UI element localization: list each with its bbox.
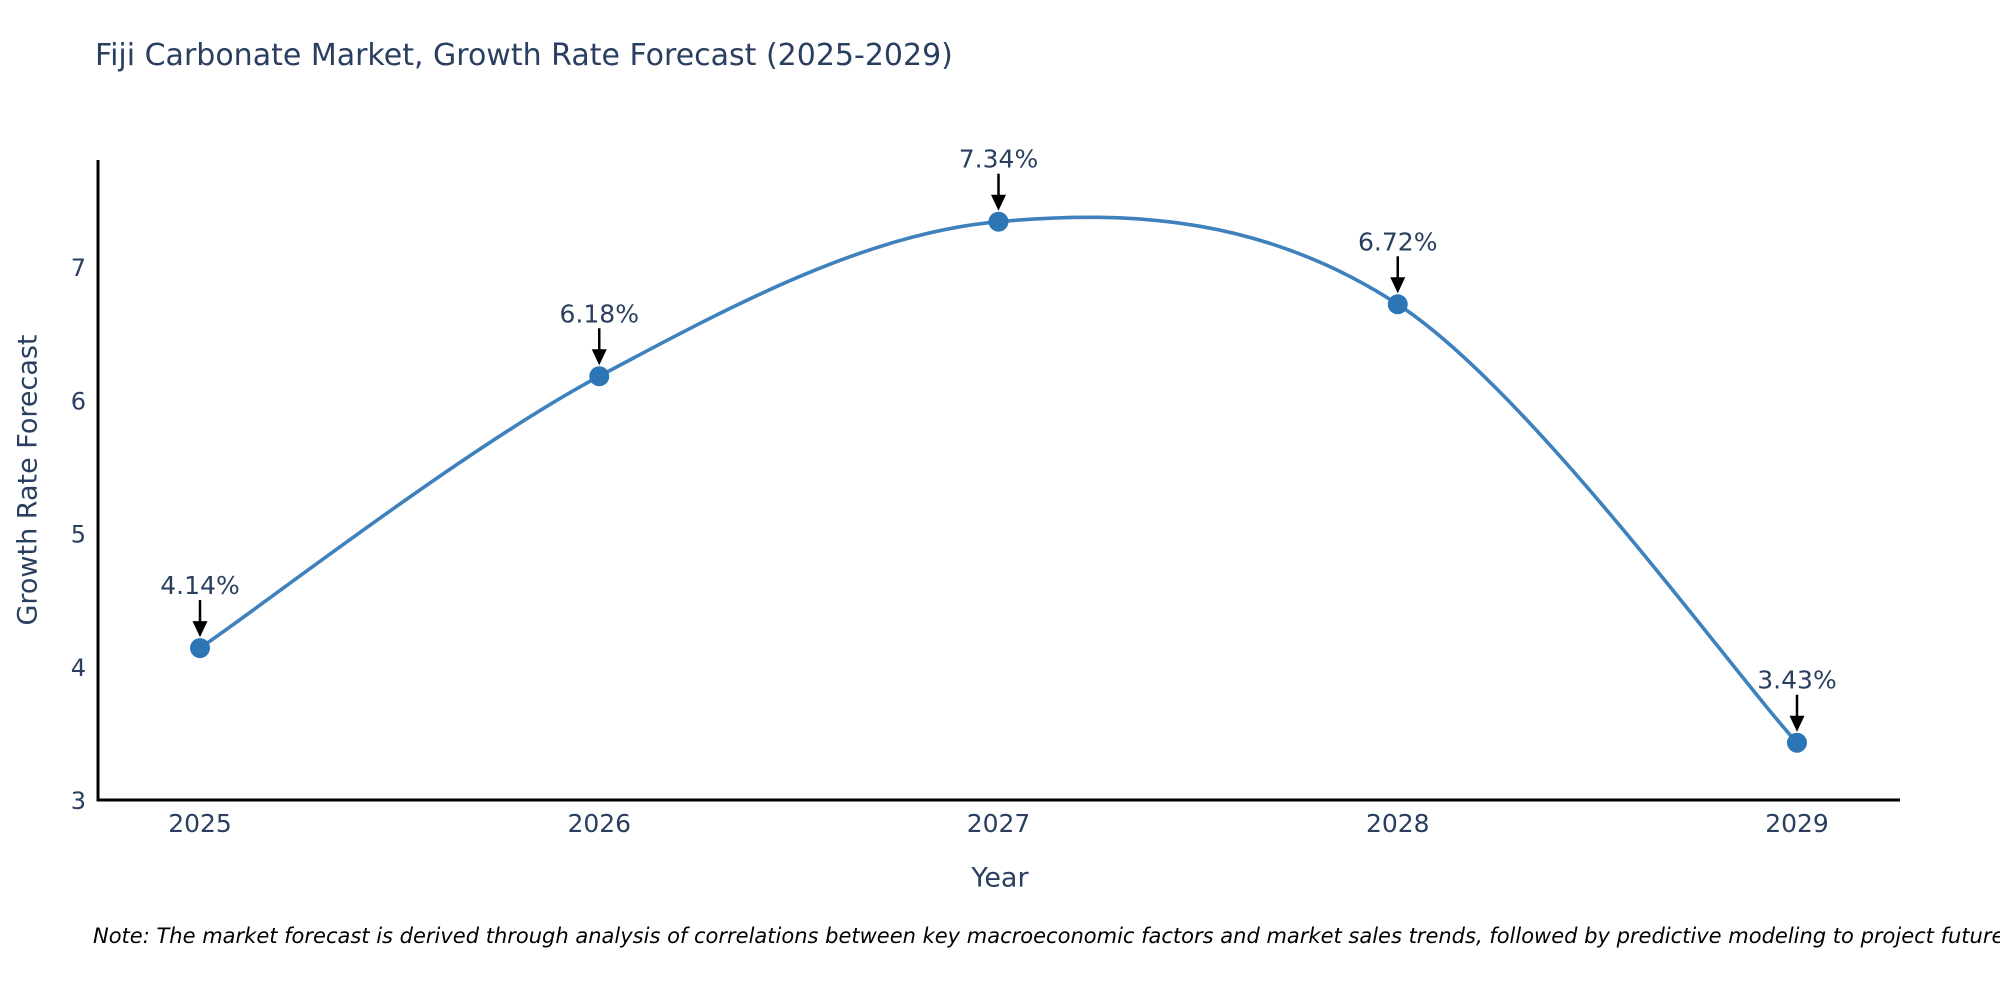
data-point-marker [1787,732,1807,753]
forecast-line [198,215,1799,745]
chart-title: Fiji Carbonate Market, Growth Rate Forec… [95,38,953,73]
x-tick-label: 2025 [168,809,232,838]
point-value-label: 3.43% [1757,666,1836,695]
annotation-arrowhead-icon [192,621,208,638]
point-value-label: 6.18% [560,299,639,328]
data-point-marker [589,366,610,387]
x-tick-label: 2027 [967,809,1031,838]
data-point-marker [1387,294,1408,315]
x-tick-label: 2028 [1366,809,1430,838]
y-tick-label: 3 [71,787,86,815]
x-axis-title: Year [971,862,1029,894]
annotation-arrowhead-icon [591,349,607,366]
x-tick-label: 2026 [567,809,631,838]
y-axis-title: Growth Rate Forecast [12,334,44,626]
point-value-label: 7.34% [959,145,1038,174]
annotation-arrowhead-icon [991,194,1006,211]
annotation-arrowhead-icon [1390,277,1406,294]
data-point-marker [190,638,210,659]
annotation-arrowhead-icon [1789,715,1805,732]
y-tick-label: 6 [71,387,86,415]
footnote: Note: The market forecast is derived thr… [93,924,2000,948]
x-tick-label: 2029 [1765,809,1829,838]
point-value-label: 4.14% [160,571,239,600]
y-tick-label: 5 [71,521,86,549]
y-tick-label: 7 [71,254,86,282]
data-point-marker [988,211,1009,232]
y-tick-label: 4 [71,654,86,682]
point-value-label: 6.72% [1358,227,1437,256]
